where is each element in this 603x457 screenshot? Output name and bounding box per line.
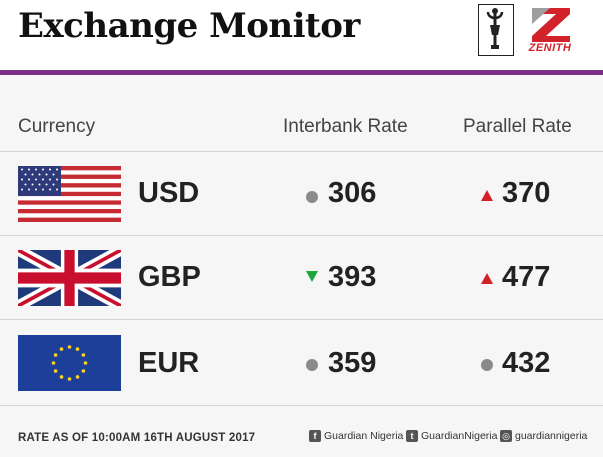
facebook-link[interactable]: f Guardian Nigeria [309, 430, 403, 442]
column-header-interbank: Interbank Rate [283, 116, 408, 137]
row-divider [0, 151, 603, 152]
row-divider [0, 319, 603, 320]
twitter-handle: GuardianNigeria [421, 430, 498, 442]
eu-flag-icon [18, 335, 121, 391]
down-arrow-icon [306, 271, 318, 282]
up-arrow-icon [481, 190, 493, 201]
page-title: Exchange Monitor [18, 6, 360, 46]
parallel-rate-value: 432 [502, 347, 551, 379]
unchanged-dot-icon [306, 359, 318, 371]
instagram-icon: ◎ [500, 430, 512, 442]
currency-code: USD [138, 177, 200, 209]
parallel-rate-value: 477 [502, 261, 551, 293]
zenith-logo-icon: ZENITH [520, 4, 580, 56]
interbank-rate-value: 359 [328, 347, 377, 379]
unchanged-dot-icon [481, 359, 493, 371]
twitter-icon: t [406, 430, 418, 442]
column-header-parallel: Parallel Rate [463, 116, 572, 137]
header-divider [0, 70, 603, 75]
column-header-currency: Currency [18, 116, 96, 137]
row-divider [0, 235, 603, 236]
unchanged-dot-icon [306, 191, 318, 203]
us-flag-icon [18, 166, 121, 222]
currency-code: GBP [138, 261, 201, 293]
parallel-rate-value: 370 [502, 177, 551, 209]
currency-code: EUR [138, 347, 200, 379]
row-divider [0, 405, 603, 406]
interbank-rate-value: 306 [328, 177, 377, 209]
instagram-handle: guardiannigeria [515, 430, 588, 442]
instagram-link[interactable]: ◎ guardiannigeria [500, 430, 587, 442]
facebook-icon: f [309, 430, 321, 442]
header: Exchange Monitor ZENITH [0, 0, 603, 70]
uk-flag-icon [18, 250, 121, 306]
facebook-handle: Guardian Nigeria [324, 430, 404, 442]
guardian-logo-icon [478, 4, 514, 56]
twitter-link[interactable]: t GuardianNigeria [406, 430, 497, 442]
up-arrow-icon [481, 273, 493, 284]
rate-timestamp: RATE AS OF 10:00AM 16TH AUGUST 2017 [18, 432, 256, 444]
interbank-rate-value: 393 [328, 261, 377, 293]
zenith-logo-text: ZENITH [528, 42, 572, 54]
